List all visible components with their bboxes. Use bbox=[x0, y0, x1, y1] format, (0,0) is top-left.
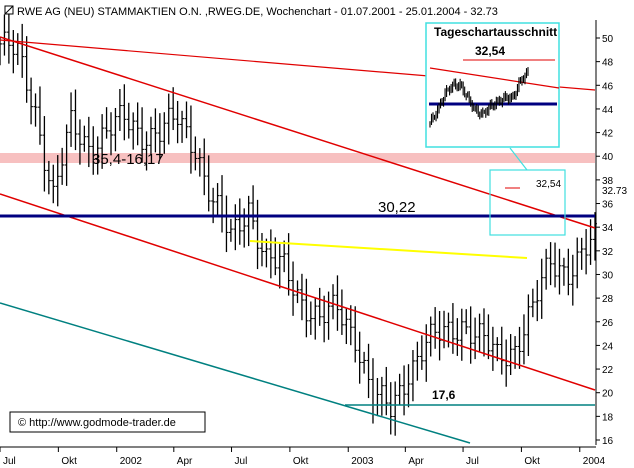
y-tick-label: 22 bbox=[602, 365, 614, 376]
y-tick-label: 40 bbox=[602, 152, 614, 163]
y-tick-label: 20 bbox=[602, 389, 614, 400]
x-tick-label: 2003 bbox=[351, 456, 374, 467]
y-tick-label: 50 bbox=[602, 34, 614, 45]
y-tick-label: 24 bbox=[602, 341, 614, 352]
zoom-connector bbox=[509, 147, 528, 171]
yellow-line bbox=[249, 240, 528, 259]
x-tick-label: Jul bbox=[3, 456, 16, 467]
y-tick-label: 30 bbox=[602, 270, 614, 281]
upper-trend-line bbox=[0, 36, 596, 229]
y-tick-label: 18 bbox=[602, 412, 614, 423]
inset-panel: Tageschartausschnitt 32,54 bbox=[425, 22, 560, 148]
y-tick-label: 36 bbox=[602, 200, 614, 211]
x-axis: Jul Okt 2002 Apr Jul Okt 2003 Apr Jul Okt 2004 bbox=[0, 446, 606, 467]
price-bars bbox=[0, 10, 597, 436]
y-axis: 16 18 20 22 24 26 28 30 32 34 36 38 40 42 44 46 48 50 bbox=[595, 20, 614, 447]
x-tick-label: Okt bbox=[61, 456, 77, 467]
resistance-zone-band bbox=[0, 153, 595, 163]
y-tick-label: 28 bbox=[602, 294, 614, 305]
y-tick-label: 32 bbox=[602, 247, 614, 258]
low-label-17-6: 17,6 bbox=[432, 388, 456, 402]
chart-title: RWE AG (NEU) STAMMAKTIEN O.N. ,RWEG.DE, … bbox=[17, 6, 498, 18]
zoom-box bbox=[489, 169, 566, 236]
inset-title: Tageschartausschnitt bbox=[434, 25, 557, 39]
y-tick-label: 26 bbox=[602, 318, 614, 329]
credit-box: © http://www.godmode-trader.de bbox=[9, 411, 206, 433]
zoom-price-label: 32,54 bbox=[536, 179, 561, 190]
x-tick-label: Okt bbox=[293, 456, 309, 467]
y-tick-label: 42 bbox=[602, 129, 614, 140]
zone-label: 35,4-16,17 bbox=[92, 151, 164, 168]
teal-trend-line bbox=[0, 302, 471, 444]
x-tick-label: Jul bbox=[466, 456, 479, 467]
x-tick-label: 2002 bbox=[120, 456, 143, 467]
x-tick-label: 2004 bbox=[583, 456, 606, 467]
inset-price-bars bbox=[429, 67, 529, 128]
last-price-label: 32.73 bbox=[602, 186, 627, 197]
x-tick-label: Apr bbox=[177, 456, 193, 467]
chart-header: RWE AG (NEU) STAMMAKTIEN O.N. ,RWEG.DE, … bbox=[4, 5, 498, 18]
x-tick-label: Okt bbox=[524, 456, 540, 467]
x-tick-label: Jul bbox=[235, 456, 248, 467]
y-tick-label: 48 bbox=[602, 58, 614, 69]
lower-trend-line bbox=[0, 193, 596, 391]
inset-price-label: 32,54 bbox=[475, 44, 505, 58]
inset-trend-line bbox=[429, 67, 560, 89]
x-tick-label: Apr bbox=[408, 456, 424, 467]
y-tick-label: 16 bbox=[602, 436, 614, 447]
credit-text: © http://www.godmode-trader.de bbox=[18, 417, 176, 429]
y-tick-label: 44 bbox=[602, 105, 614, 116]
y-tick-label: 38 bbox=[602, 176, 614, 187]
support-label-30-22: 30,22 bbox=[378, 199, 416, 216]
y-tick-label: 46 bbox=[602, 81, 614, 92]
y-tick-label: 34 bbox=[602, 223, 614, 234]
